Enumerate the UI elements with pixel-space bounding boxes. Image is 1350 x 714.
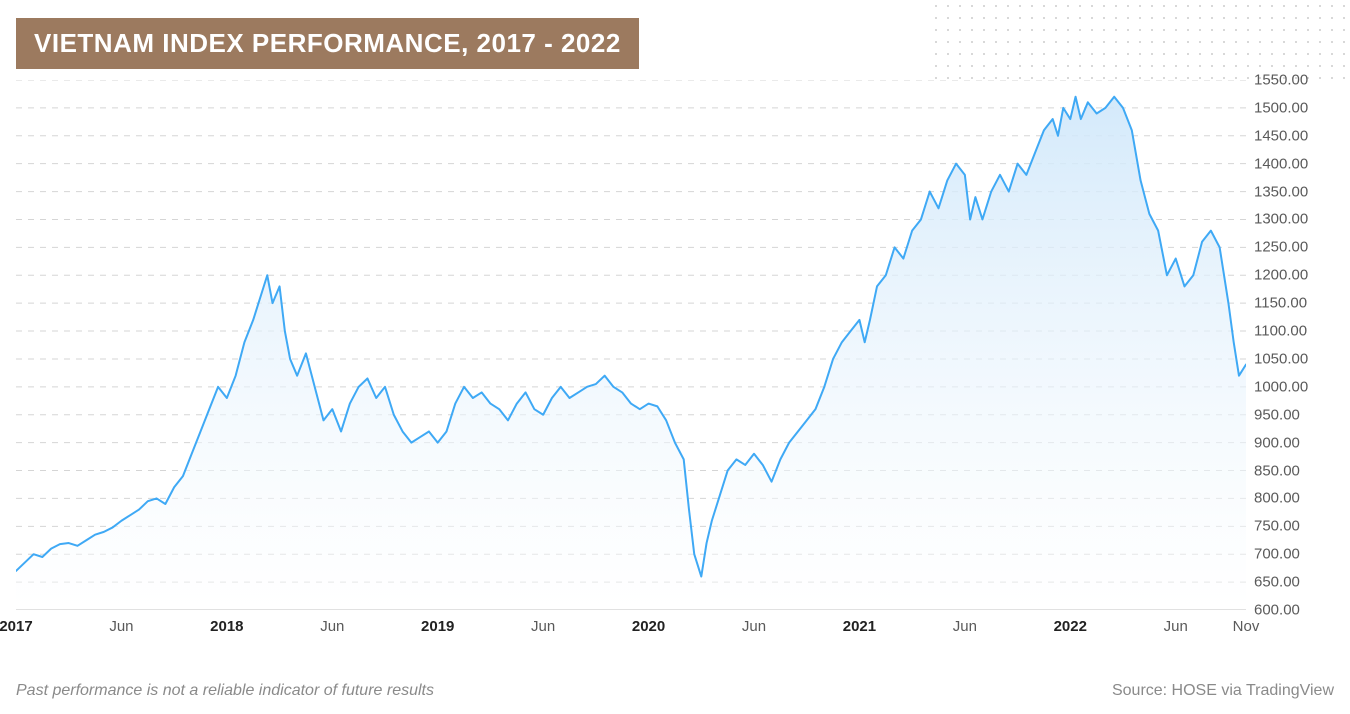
x-tick-label: Jun: [953, 618, 977, 635]
chart-footer: Past performance is not a reliable indic…: [16, 682, 1334, 700]
y-tick-label: 650.00: [1254, 574, 1300, 591]
y-tick-label: 600.00: [1254, 602, 1300, 619]
x-tick-label: 2019: [421, 618, 454, 635]
y-tick-label: 1250.00: [1254, 239, 1308, 256]
y-tick-label: 1100.00: [1254, 323, 1307, 340]
y-tick-label: 700.00: [1254, 546, 1300, 563]
source-text: Source: HOSE via TradingView: [1112, 682, 1334, 700]
y-tick-label: 1400.00: [1254, 155, 1308, 172]
area-chart-svg: [16, 80, 1246, 610]
y-axis-labels: 600.00650.00700.00750.00800.00850.00900.…: [1254, 80, 1334, 610]
decorative-dot-pattern: [930, 0, 1350, 80]
x-tick-label: Jun: [109, 618, 133, 635]
x-tick-label: Nov: [1233, 618, 1260, 635]
plot-area: [16, 80, 1246, 610]
x-tick-label: 2021: [843, 618, 876, 635]
y-tick-label: 1500.00: [1254, 99, 1308, 116]
disclaimer-text: Past performance is not a reliable indic…: [16, 682, 434, 700]
chart-title: VIETNAM INDEX PERFORMANCE, 2017 - 2022: [16, 18, 639, 69]
x-axis-labels: 2017Jun2018Jun2019Jun2020Jun2021Jun2022J…: [16, 618, 1246, 642]
y-tick-label: 1550.00: [1254, 72, 1308, 89]
y-tick-label: 850.00: [1254, 462, 1300, 479]
y-tick-label: 1350.00: [1254, 183, 1308, 200]
x-tick-label: Jun: [1164, 618, 1188, 635]
x-tick-label: 2020: [632, 618, 665, 635]
y-tick-label: 1000.00: [1254, 378, 1308, 395]
x-tick-label: Jun: [320, 618, 344, 635]
y-tick-label: 950.00: [1254, 406, 1300, 423]
y-tick-label: 800.00: [1254, 490, 1300, 507]
chart-container: 600.00 650.00 700.00 750.00 800.00 850.00 900.…: [16, 80, 1334, 640]
y-tick-label: 1050.00: [1254, 350, 1308, 367]
y-tick-label: 750.00: [1254, 518, 1300, 535]
x-tick-label: 2017: [0, 618, 33, 635]
y-tick-label: 1150.00: [1254, 295, 1307, 312]
y-tick-label: 1200.00: [1254, 267, 1308, 284]
x-tick-label: Jun: [531, 618, 555, 635]
x-tick-label: 2018: [210, 618, 243, 635]
x-tick-label: 2022: [1054, 618, 1087, 635]
y-tick-label: 1300.00: [1254, 211, 1308, 228]
y-tick-label: 1450.00: [1254, 127, 1308, 144]
x-tick-label: Jun: [742, 618, 766, 635]
y-tick-label: 900.00: [1254, 434, 1300, 451]
